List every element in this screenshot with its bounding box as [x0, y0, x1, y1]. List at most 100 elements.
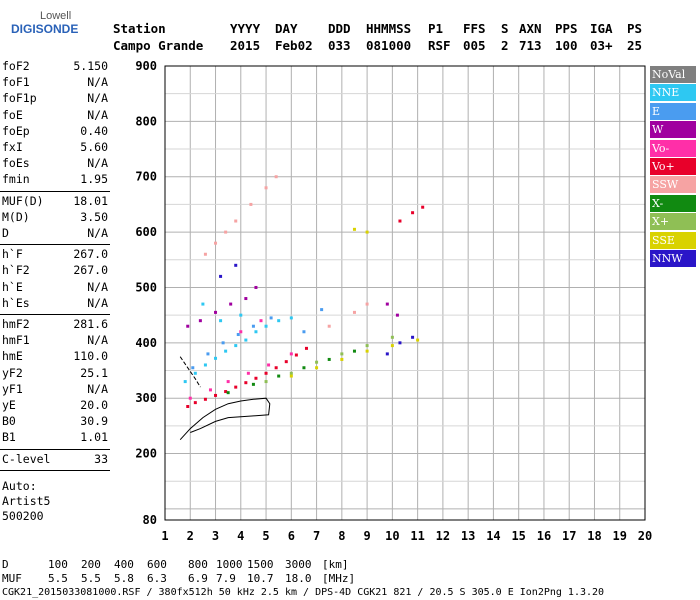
header-field-value: RSF: [428, 38, 451, 53]
data-point: [264, 186, 268, 190]
data-point: [186, 324, 190, 328]
param-key: yF2: [2, 365, 23, 380]
param-key: h`F2: [2, 263, 30, 278]
data-point: [352, 349, 356, 353]
data-point: [421, 205, 425, 209]
param-row: hmF2 281.6: [2, 317, 108, 333]
data-point: [340, 357, 344, 361]
data-point: [274, 366, 278, 370]
param-value: 30.9: [80, 414, 108, 429]
data-point: [234, 385, 238, 389]
param-row: foF1p N/A: [2, 91, 108, 107]
param-row: hmE 110.0: [2, 349, 108, 365]
param-row: foF1 N/A: [2, 75, 108, 91]
param-key: foE: [2, 107, 23, 122]
row-value: 400: [114, 558, 134, 571]
data-point: [244, 338, 248, 342]
legend-item: Vo-: [650, 139, 696, 157]
data-point: [206, 352, 210, 356]
legend-item: NoVal: [650, 66, 696, 83]
param-key: B1: [2, 430, 16, 445]
data-point: [267, 363, 271, 367]
param-row: h`F2 267.0: [2, 263, 108, 279]
auto-scaling-text: Auto:: [2, 478, 37, 493]
row-value: 1000: [216, 558, 243, 571]
param-row: C-level 33: [2, 452, 108, 468]
data-point: [259, 319, 263, 323]
param-key: yE: [2, 398, 16, 412]
data-point: [398, 341, 402, 345]
row-value: 1500: [247, 558, 274, 571]
param-value: N/A: [87, 75, 108, 90]
param-row: MUF(D) 18.01: [2, 194, 108, 210]
data-point: [198, 319, 202, 323]
y-tick-label: 700: [135, 170, 157, 184]
data-point: [416, 338, 420, 342]
param-value: 281.6: [73, 317, 108, 331]
param-row: foEs N/A: [2, 156, 108, 172]
data-point: [390, 344, 394, 348]
y-tick-label: 600: [135, 225, 157, 239]
param-row: yE 20.0: [2, 398, 108, 414]
data-point: [201, 302, 205, 306]
data-point: [234, 219, 238, 223]
param-row: fxI 5.60: [2, 140, 108, 156]
header-field-value: 100: [555, 38, 578, 53]
data-point: [385, 302, 389, 306]
data-point: [411, 335, 415, 339]
param-key: B0: [2, 414, 16, 429]
row-value: 6.3: [147, 572, 167, 585]
data-point: [365, 230, 369, 234]
row-value: 3000: [285, 558, 312, 571]
param-key: h`Es: [2, 295, 30, 310]
y-tick-label: 800: [135, 114, 157, 128]
data-point: [234, 263, 238, 267]
header-field-value: 081000: [366, 38, 412, 53]
data-point: [395, 313, 399, 317]
data-point: [352, 227, 356, 231]
param-key: yF1: [2, 381, 23, 396]
legend-item: SSW: [650, 176, 696, 194]
data-point: [304, 346, 308, 350]
x-tick-label: 11: [410, 529, 424, 543]
param-separator: [0, 190, 110, 192]
row-value: 10.7: [247, 572, 274, 585]
param-value: N/A: [87, 333, 108, 348]
param-value: 267.0: [73, 263, 108, 278]
data-point: [289, 374, 293, 378]
param-row: h`F 267.0: [2, 247, 108, 263]
legend-item: SSE: [650, 231, 696, 249]
data-point: [226, 391, 230, 395]
row-value: 5.5: [48, 572, 68, 585]
data-point: [390, 335, 394, 339]
file-info: CGK21_2015033081000.RSF / 380fx512h 50 k…: [2, 587, 605, 598]
data-point: [208, 388, 212, 392]
data-point: [219, 319, 223, 323]
header-field-label: DAY: [275, 21, 298, 36]
data-point: [289, 316, 293, 320]
station-name: Campo Grande: [113, 38, 204, 53]
param-key: foEs: [2, 156, 30, 171]
data-point: [365, 344, 369, 348]
header-field-label: PPS: [555, 21, 578, 36]
param-key: hmF1: [2, 333, 30, 348]
data-point: [302, 330, 306, 334]
row-unit: [MHz]: [322, 572, 356, 585]
header-field-value: Feb02: [275, 38, 313, 53]
param-key: foEp: [2, 123, 30, 138]
param-value: 25.1: [80, 365, 108, 380]
data-point: [289, 371, 293, 375]
data-point: [411, 211, 415, 215]
row-value: 600: [147, 558, 167, 571]
data-point: [224, 349, 228, 353]
param-key: C-level: [2, 451, 51, 466]
data-point: [251, 382, 255, 386]
param-key: foF2: [2, 59, 30, 73]
data-point: [191, 366, 195, 370]
data-point: [352, 310, 356, 314]
param-row: D N/A: [2, 226, 108, 242]
param-key: foF1p: [2, 91, 37, 106]
data-point: [254, 376, 258, 380]
data-point: [214, 393, 218, 397]
